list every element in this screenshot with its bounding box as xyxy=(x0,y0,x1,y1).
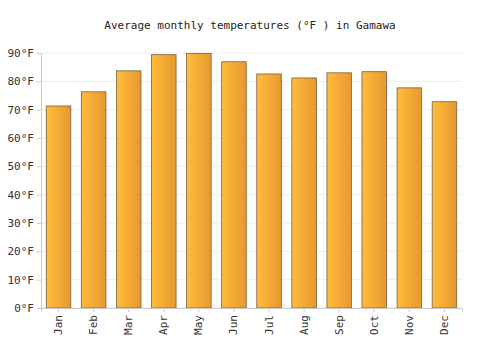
x-tick-label: Sep xyxy=(333,315,346,335)
y-tick-mark xyxy=(37,308,41,309)
y-tick: 0°F xyxy=(14,302,41,315)
bar xyxy=(222,62,247,308)
y-tick: 20°F xyxy=(8,245,42,258)
x-tick-label: Dec xyxy=(438,315,451,335)
x-tick: Oct xyxy=(368,308,381,335)
x-axis-line xyxy=(42,309,463,313)
bar xyxy=(432,102,457,308)
y-tick-label: 40°F xyxy=(8,189,35,202)
y-tick-mark xyxy=(37,138,41,139)
x-tick: Aug xyxy=(298,308,311,335)
x-tick-mark xyxy=(409,308,410,312)
x-tick: Jun xyxy=(227,308,240,335)
x-tick-mark xyxy=(269,308,270,312)
y-tick-label: 50°F xyxy=(8,160,35,173)
y-tick: 30°F xyxy=(8,217,42,230)
bar xyxy=(397,88,422,308)
x-tick-mark xyxy=(93,308,94,312)
y-tick-label: 70°F xyxy=(8,104,35,117)
bar xyxy=(81,92,106,308)
y-tick: 90°F xyxy=(8,47,42,60)
x-tick: Nov xyxy=(403,308,416,335)
x-tick: Jan xyxy=(52,308,65,335)
x-tick-label: Nov xyxy=(403,315,416,335)
grid-line xyxy=(41,53,462,54)
bar xyxy=(327,73,352,308)
y-tick: 40°F xyxy=(8,189,42,202)
bar xyxy=(152,55,177,308)
x-tick: Jul xyxy=(263,308,276,335)
title: Average monthly temperatures (°F ) in Ga… xyxy=(104,19,395,32)
x-tick-label: Jan xyxy=(52,315,65,335)
x-axis: Jan Feb Mar Apr May Jun Jul Aug Sep Oct Nov Dec xyxy=(42,308,463,335)
y-axis: 0°F 10°F 20°F 30°F 40°F 50°F 60°F 70°F 80°F 90°F xyxy=(8,47,42,315)
x-tick: Feb xyxy=(87,308,100,335)
x-tick: Apr xyxy=(157,308,170,335)
y-tick-label: 90°F xyxy=(8,47,35,60)
bar xyxy=(362,72,387,308)
x-tick-mark xyxy=(304,308,305,312)
x-tick-label: Aug xyxy=(298,315,311,335)
y-tick-mark xyxy=(37,195,41,196)
y-tick-label: 80°F xyxy=(8,75,35,88)
x-tick-label: Mar xyxy=(122,315,135,335)
y-tick-label: 30°F xyxy=(8,217,35,230)
y-tick-mark xyxy=(37,251,41,252)
x-tick-mark xyxy=(163,308,164,312)
x-tick-label: Oct xyxy=(368,315,381,335)
x-tick: Mar xyxy=(122,308,135,335)
y-tick-mark xyxy=(37,223,41,224)
y-tick-mark xyxy=(37,81,41,82)
y-tick: 60°F xyxy=(8,132,42,145)
y-tick: 80°F xyxy=(8,75,42,88)
plot: 0°F 10°F 20°F 30°F 40°F 50°F 60°F 70°F 80°F 90°F J… xyxy=(8,47,463,335)
y-tick: 70°F xyxy=(8,104,42,117)
bar xyxy=(187,54,212,308)
x-tick: May xyxy=(192,308,205,335)
x-tick-label: Jun xyxy=(227,315,240,335)
y-tick: 50°F xyxy=(8,160,42,173)
y-tick-label: 10°F xyxy=(8,274,35,287)
y-tick-label: 20°F xyxy=(8,245,35,258)
x-tick-mark xyxy=(444,308,445,312)
bar xyxy=(257,74,282,308)
y-tick-mark xyxy=(37,53,41,54)
y-tick-label: 0°F xyxy=(14,302,34,315)
y-tick: 10°F xyxy=(8,274,42,287)
x-tick-mark xyxy=(198,308,199,312)
x-tick: Dec xyxy=(438,308,451,335)
y-tick-mark xyxy=(37,166,41,167)
grid xyxy=(41,53,462,308)
chart: 0°F 10°F 20°F 30°F 40°F 50°F 60°F 70°F 80°F 90°F J… xyxy=(0,0,500,350)
x-tick-mark xyxy=(58,308,59,312)
x-tick-label: Apr xyxy=(157,315,170,335)
y-tick-mark xyxy=(37,280,41,281)
x-tick-mark xyxy=(128,308,129,312)
grid-line xyxy=(41,81,462,82)
x-tick-mark xyxy=(233,308,234,312)
bars xyxy=(46,54,456,308)
x-tick-label: Feb xyxy=(87,315,100,335)
x-tick-label: Jul xyxy=(263,315,276,335)
x-tick-label: May xyxy=(192,315,205,335)
y-tick-mark xyxy=(37,110,41,111)
bar xyxy=(46,106,71,308)
y-axis-line xyxy=(37,54,42,309)
bar xyxy=(292,78,317,308)
x-tick-mark xyxy=(339,308,340,312)
y-tick-label: 60°F xyxy=(8,132,35,145)
bar xyxy=(116,71,141,308)
x-tick: Sep xyxy=(333,308,346,335)
x-tick-mark xyxy=(374,308,375,312)
